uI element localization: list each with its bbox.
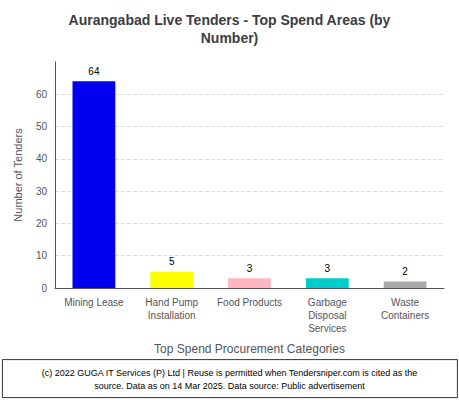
svg-text:Garbage: Garbage bbox=[308, 297, 347, 308]
svg-text:10: 10 bbox=[36, 250, 48, 261]
svg-text:30: 30 bbox=[36, 186, 48, 197]
svg-text:3: 3 bbox=[325, 263, 331, 274]
svg-text:source. Data as on 14 Mar 2025: source. Data as on 14 Mar 2025. Data sou… bbox=[94, 381, 365, 391]
svg-text:(c) 2022 GUGA IT Services (P): (c) 2022 GUGA IT Services (P) Ltd | Reus… bbox=[42, 368, 418, 378]
svg-text:Waste: Waste bbox=[391, 297, 419, 308]
svg-text:64: 64 bbox=[88, 66, 100, 77]
svg-text:Food Products: Food Products bbox=[217, 297, 282, 308]
svg-text:20: 20 bbox=[36, 218, 48, 229]
svg-text:0: 0 bbox=[41, 283, 47, 294]
svg-text:Aurangabad Live Tenders - Top: Aurangabad Live Tenders - Top Spend Area… bbox=[69, 12, 391, 28]
svg-text:Disposal: Disposal bbox=[308, 310, 346, 321]
svg-text:Number): Number) bbox=[201, 30, 259, 46]
svg-text:Services: Services bbox=[308, 323, 346, 334]
svg-text:50: 50 bbox=[36, 121, 48, 132]
svg-text:40: 40 bbox=[36, 153, 48, 164]
svg-text:3: 3 bbox=[247, 263, 253, 274]
svg-text:Containers: Containers bbox=[381, 310, 429, 321]
svg-text:5: 5 bbox=[169, 256, 175, 267]
svg-text:Installation: Installation bbox=[148, 310, 196, 321]
svg-text:Number of Tenders: Number of Tenders bbox=[12, 128, 24, 222]
svg-text:2: 2 bbox=[402, 266, 408, 277]
svg-text:Hand Pump: Hand Pump bbox=[145, 297, 198, 308]
svg-text:60: 60 bbox=[36, 89, 48, 100]
svg-text:Mining Lease: Mining Lease bbox=[64, 297, 124, 308]
svg-text:Top Spend Procurement Categori: Top Spend Procurement Categories bbox=[154, 342, 345, 356]
